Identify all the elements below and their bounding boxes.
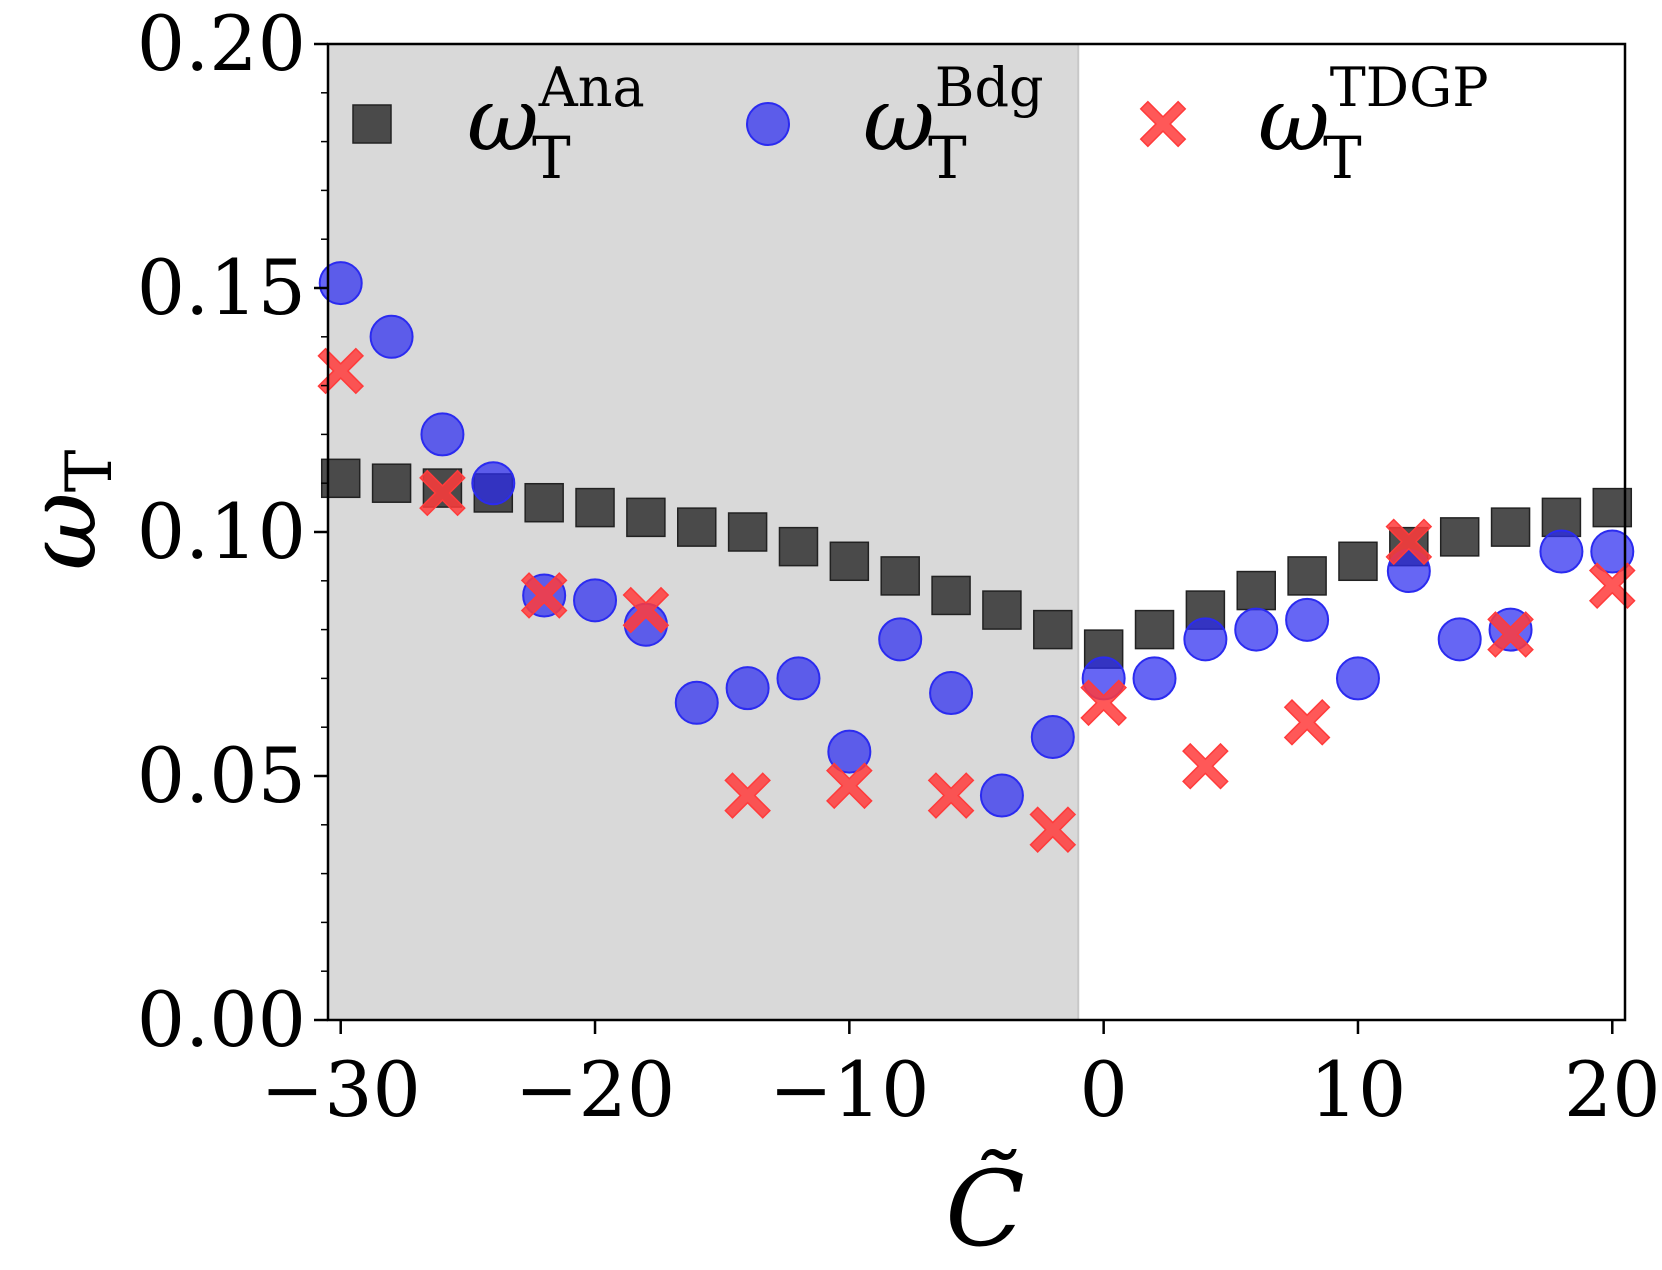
- point-bdg: [1132, 656, 1177, 701]
- point-ana: [1033, 609, 1073, 650]
- point-ana: [371, 463, 412, 503]
- x-tick-label: 0: [1079, 1045, 1127, 1134]
- point-bdg: [929, 671, 974, 716]
- point-bdg: [318, 261, 363, 306]
- point-bdg: [471, 461, 516, 506]
- point-bdg: [979, 773, 1024, 818]
- point-ana: [524, 482, 564, 523]
- x-tick-label: −30: [261, 1045, 421, 1134]
- x-axis-label: C̃: [945, 1148, 1025, 1270]
- point-ana: [1490, 507, 1531, 547]
- point-tdgp: [1385, 518, 1433, 566]
- axis-ticks: −30 −20 −10 0 10 20 0.00 0.05 0.10 0.15 0.20: [137, 0, 1661, 1134]
- legend-symbol: ω: [467, 68, 539, 171]
- data-marks: [317, 261, 1636, 854]
- y-tick-label: 0.20: [137, 0, 306, 88]
- point-ana: [626, 497, 666, 538]
- legend-superscript: Ana: [538, 56, 645, 119]
- point-bdg: [878, 617, 923, 662]
- legend-marker-bdg: [746, 102, 790, 146]
- point-tdgp: [826, 762, 873, 810]
- point-tdgp: [724, 772, 771, 819]
- point-bdg: [1234, 607, 1279, 652]
- y-axis-label: ωT: [6, 449, 127, 570]
- y-tick-label: 0.15: [137, 243, 306, 332]
- svg-text:ωT: ωT: [6, 449, 127, 570]
- point-ana: [575, 487, 615, 528]
- point-bdg: [1335, 656, 1380, 701]
- legend-marker-ana: [352, 104, 392, 144]
- y-tick-label: 0.05: [137, 731, 306, 820]
- point-bdg: [420, 412, 465, 457]
- point-bdg: [369, 314, 414, 359]
- point-tdgp: [1487, 611, 1534, 658]
- point-bdg: [1285, 597, 1330, 642]
- legend-label-ana: ωAna: [467, 56, 645, 171]
- series-bdg: [318, 261, 1635, 818]
- point-tdgp: [622, 586, 670, 634]
- point-ana: [1439, 517, 1480, 557]
- point-bdg: [573, 578, 618, 623]
- x-tick-label: 20: [1564, 1045, 1661, 1134]
- y-tick-label: 0.10: [137, 487, 306, 576]
- point-bdg: [827, 729, 872, 774]
- point-tdgp: [1588, 562, 1636, 610]
- point-ana: [1338, 541, 1378, 582]
- legend-subscript: T: [532, 124, 571, 192]
- series-tdgp: [317, 347, 1636, 854]
- y-tick-label: 0.00: [137, 975, 306, 1064]
- point-tdgp: [1029, 806, 1077, 854]
- x-tick-label: −10: [769, 1045, 929, 1134]
- point-bdg: [1386, 549, 1431, 594]
- legend-label-bdg: ωBdg: [863, 56, 1044, 171]
- legend-marker-tdgp: [1139, 100, 1187, 148]
- point-ana: [677, 507, 717, 547]
- x-tick-label: 10: [1310, 1045, 1407, 1134]
- point-tdgp: [520, 572, 568, 619]
- point-bdg: [1539, 529, 1584, 574]
- point-tdgp: [927, 772, 975, 819]
- point-bdg: [776, 656, 821, 701]
- point-tdgp: [1182, 742, 1229, 790]
- point-ana: [1134, 609, 1175, 650]
- x-tick-label: −20: [515, 1045, 675, 1134]
- y-axis-label-symbol: ω: [6, 492, 118, 570]
- point-tdgp: [1283, 698, 1331, 746]
- point-ana: [931, 575, 971, 616]
- point-ana: [1287, 556, 1327, 596]
- point-bdg: [725, 666, 770, 711]
- legend-symbol: ω: [863, 68, 935, 171]
- point-ana: [982, 590, 1022, 630]
- point-bdg: [1590, 529, 1635, 574]
- point-tdgp: [419, 469, 466, 517]
- y-axis-label-subscript: T: [53, 449, 127, 492]
- point-bdg: [1030, 714, 1075, 759]
- point-tdgp: [1080, 679, 1127, 727]
- point-tdgp: [317, 347, 365, 395]
- legend-subscript: T: [928, 124, 967, 192]
- legend-symbol: ω: [1258, 68, 1330, 171]
- point-ana: [880, 556, 920, 596]
- point-ana: [1236, 570, 1276, 611]
- point-ana: [778, 526, 819, 567]
- point-bdg: [1183, 617, 1228, 662]
- legend-subscript: T: [1323, 124, 1362, 192]
- legend-label-tdgp: ωTDGP: [1258, 56, 1489, 171]
- point-ana: [829, 541, 870, 582]
- point-bdg: [674, 680, 719, 725]
- point-bdg: [1437, 617, 1482, 662]
- point-ana: [727, 512, 768, 552]
- legend-superscript: Bdg: [935, 56, 1044, 119]
- legend-superscript: TDGP: [1330, 56, 1489, 119]
